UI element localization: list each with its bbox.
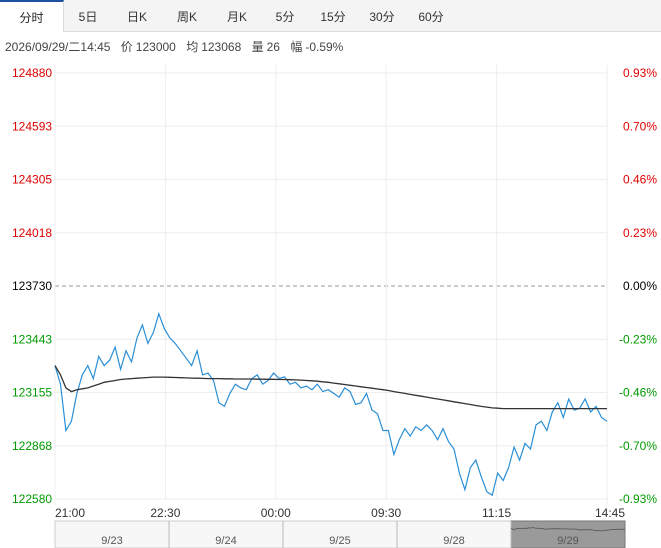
tab-5min[interactable]: 5分	[275, 10, 295, 24]
y-tick-label: 123443	[12, 332, 52, 346]
y-tick-label: 124305	[12, 173, 52, 187]
tab-60min[interactable]: 60分	[418, 10, 444, 24]
navigator-selection	[510, 520, 626, 548]
navigator-day-label: 9/28	[443, 535, 464, 547]
tab-15min[interactable]: 15分	[320, 10, 346, 24]
price-label: 价	[120, 40, 133, 54]
y-tick-label-percent: -0.93%	[619, 492, 657, 506]
y-tick-label: 122580	[12, 492, 52, 506]
tab-30min[interactable]: 30分	[369, 10, 395, 24]
y-axis-percent-labels: 0.93% 0.70% 0.46% 0.23% 0.00% -0.23% -0.46% -0.…	[619, 66, 657, 506]
y-tick-label-percent: 0.23%	[623, 226, 657, 240]
tab-monthly-k[interactable]: 月K	[226, 10, 247, 24]
volume-label: 量	[251, 40, 264, 54]
avg-value: 123068	[201, 40, 242, 54]
x-tick-label: 09:30	[371, 506, 401, 520]
y-tick-label: 123730	[12, 279, 52, 293]
tab-intraday[interactable]: 分时	[0, 0, 64, 32]
x-tick-label: 14:45	[595, 506, 625, 520]
y-tick-label-percent: 0.46%	[623, 173, 657, 187]
change-label: 幅	[290, 40, 303, 54]
y-tick-label-percent: -0.23%	[619, 332, 657, 346]
tab-weekly-k[interactable]: 周K	[176, 10, 197, 24]
y-axis-price-labels: 124880 124593 124305 124018 123730 123443 1231…	[12, 66, 52, 506]
change-value: -0.59%	[305, 40, 344, 54]
y-tick-label: 124880	[12, 66, 52, 80]
tab-5day[interactable]: 5日	[78, 10, 98, 24]
x-tick-label: 21:00	[55, 506, 85, 520]
y-tick-label-percent: 0.70%	[623, 119, 657, 133]
x-axis-time-labels: 21:00 22:30 00:00 09:30 11:15 14:45	[55, 506, 625, 520]
y-tick-label: 123155	[12, 386, 52, 400]
y-tick-label-percent: -0.70%	[619, 439, 657, 453]
y-tick-label: 124593	[12, 119, 52, 133]
chart-grid	[54, 65, 608, 505]
navigator-day-label: 9/24	[215, 535, 236, 547]
navigator-day-label: 9/25	[329, 535, 350, 547]
price-value: 123000	[135, 40, 176, 54]
y-tick-label-percent: 0.00%	[623, 279, 657, 293]
quote-info-bar: 2026/09/29/二14:45 价 123000 均 123068 量 26 幅-…	[5, 38, 350, 55]
y-tick-label-percent: -0.46%	[619, 386, 657, 400]
navigator-day-label: 9/23	[101, 535, 122, 547]
x-tick-label: 11:15	[482, 506, 511, 520]
chart-series	[54, 311, 608, 497]
y-tick-label: 122868	[12, 439, 52, 453]
navigator-day-label: 9/29	[557, 535, 578, 547]
y-tick-label-percent: 0.93%	[623, 66, 657, 80]
volume-value: 26	[266, 40, 280, 54]
avg-label: 均	[186, 40, 199, 54]
price-series-line	[54, 311, 608, 497]
x-tick-label: 22:30	[150, 506, 180, 520]
date-navigator[interactable]: 9/23 9/24 9/25 9/28 9/29	[54, 520, 626, 548]
quote-datetime: 2026/09/29/二14:45	[5, 40, 111, 54]
navigator-mini-line	[510, 527, 625, 532]
x-tick-label: 00:00	[261, 506, 291, 520]
chart-period-tabs: 分时 5日 日K 周K 月K 5分 15分 30分 60分	[0, 0, 661, 32]
average-series-line	[54, 365, 607, 410]
tab-daily-k[interactable]: 日K	[126, 10, 147, 24]
y-tick-label: 124018	[12, 226, 52, 240]
